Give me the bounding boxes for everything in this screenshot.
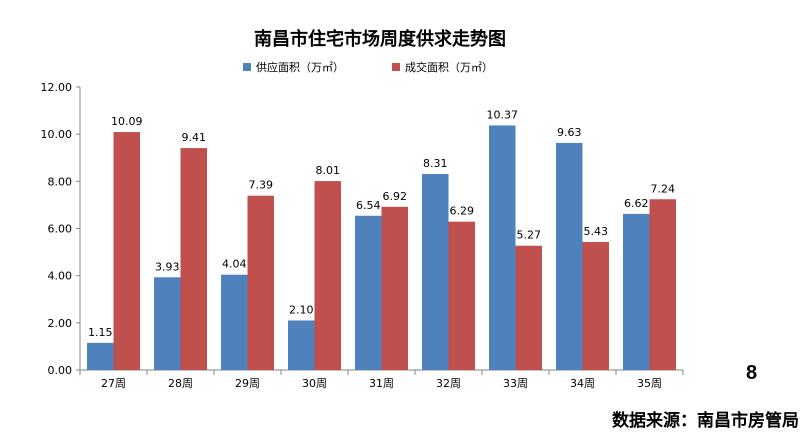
y-tick-label: 4.00 — [48, 270, 73, 283]
bar-supply — [556, 142, 583, 370]
legend-swatch-supply — [243, 63, 251, 71]
page-number: 8 — [746, 362, 758, 384]
data-source-note: 数据来源：南昌市房管局 — [612, 411, 799, 431]
x-tick-label: 32周 — [436, 377, 461, 390]
data-label: 8.31 — [423, 157, 448, 170]
data-label: 8.01 — [316, 164, 341, 177]
x-tick-label: 33周 — [503, 377, 528, 390]
bar-supply — [87, 342, 114, 370]
x-tick-label: 28周 — [168, 377, 193, 390]
x-tick-label: 35周 — [637, 377, 662, 390]
legend: 供应面积（万㎡） 成交面积（万㎡） — [243, 60, 493, 74]
chart-title: 南昌市住宅市场周度供求走势图 — [254, 28, 506, 50]
x-tick-label: 30周 — [302, 377, 327, 390]
bar-supply — [422, 174, 449, 370]
bar-deal — [649, 199, 676, 370]
bar-supply — [221, 274, 248, 370]
data-label: 9.63 — [557, 126, 582, 139]
x-tick-label: 27周 — [101, 377, 126, 390]
x-tick-label: 29周 — [235, 377, 260, 390]
y-tick-label: 6.00 — [48, 223, 73, 236]
legend-label-supply: 供应面积（万㎡） — [256, 60, 344, 74]
data-label: 1.15 — [88, 326, 113, 339]
y-tick-label: 2.00 — [48, 317, 73, 330]
bar-deal — [448, 221, 475, 370]
bar-deal — [314, 181, 341, 370]
bar-deal — [247, 195, 274, 370]
plot-area: 0.00 2.00 4.00 6.00 8.00 10.00 12.00 27周 1.15 10.… — [41, 81, 684, 390]
y-tick-label: 8.00 — [48, 175, 73, 188]
x-tick-label: 31周 — [369, 377, 394, 390]
data-label: 5.27 — [517, 229, 542, 242]
legend-swatch-deal — [392, 63, 400, 71]
data-label: 10.09 — [111, 115, 143, 128]
bar-supply — [154, 277, 181, 370]
y-tick-label: 12.00 — [41, 81, 73, 94]
data-label: 7.24 — [651, 182, 676, 195]
data-label: 6.54 — [356, 199, 381, 212]
bar-deal — [180, 148, 207, 370]
bar-deal — [381, 206, 408, 370]
data-label: 6.92 — [383, 190, 408, 203]
bar-deal — [582, 241, 609, 370]
data-label: 5.43 — [584, 225, 609, 238]
data-label: 7.39 — [249, 179, 274, 192]
y-tick-label: 10.00 — [41, 128, 73, 141]
data-label: 4.04 — [222, 258, 247, 271]
data-label: 10.37 — [487, 108, 519, 121]
bar-supply — [288, 320, 315, 370]
data-label: 2.10 — [289, 303, 314, 316]
data-label: 3.93 — [155, 260, 180, 273]
bar-supply — [489, 125, 516, 371]
x-tick-label: 34周 — [570, 377, 595, 390]
bar-supply — [355, 215, 382, 370]
bar-supply — [623, 213, 650, 370]
data-label: 9.41 — [182, 131, 207, 144]
bar-deal — [515, 245, 542, 370]
y-tick-label: 0.00 — [48, 364, 73, 377]
bar-deal — [113, 132, 140, 370]
legend-label-deal: 成交面积（万㎡） — [405, 60, 493, 74]
data-label: 6.62 — [624, 197, 649, 210]
data-label: 6.29 — [450, 205, 475, 218]
